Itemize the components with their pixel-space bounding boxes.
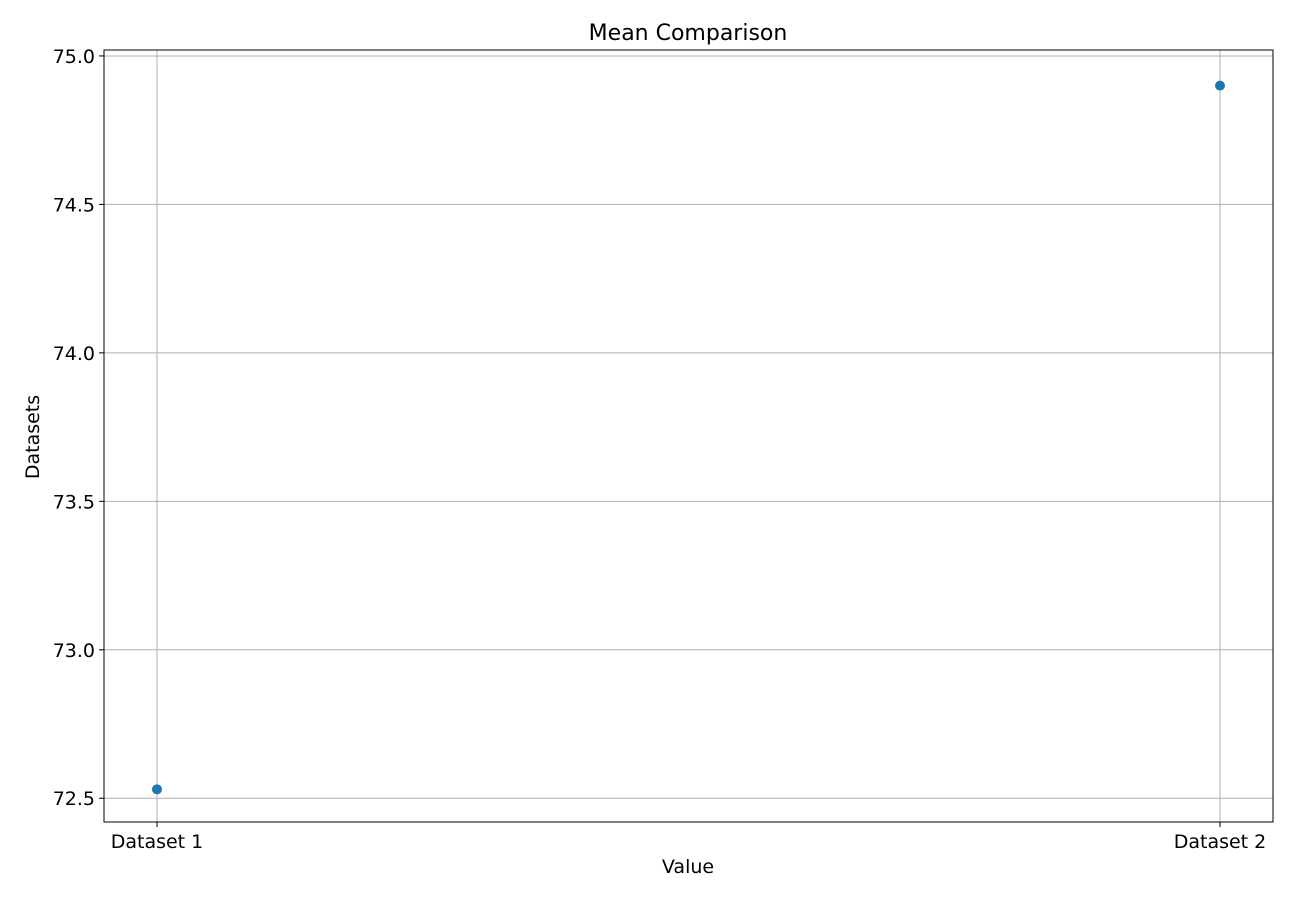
grid-layer — [104, 50, 1273, 822]
y-tick-label: 74.5 — [53, 194, 95, 216]
y-axis-label: Datasets — [22, 395, 44, 479]
x-tick-label: Dataset 2 — [1174, 831, 1267, 853]
data-point — [152, 784, 162, 795]
x-tick-label: Dataset 1 — [111, 831, 204, 853]
y-tick-label: 73.0 — [53, 640, 95, 662]
y-tick-label: 73.5 — [53, 491, 95, 513]
plot-frame — [103, 49, 1274, 823]
y-tick-label: 72.5 — [53, 788, 95, 810]
x-axis-label: Value — [662, 856, 714, 878]
tick-layer: 72.5 73.0 73.5 74.0 74.5 75.0 Dataset 1 Dataset… — [53, 46, 1267, 853]
data-point — [1215, 80, 1225, 91]
y-tick-label: 75.0 — [53, 46, 95, 68]
point-layer — [152, 80, 1225, 795]
chart-title: Mean Comparison — [589, 21, 788, 46]
y-tick-label: 74.0 — [53, 343, 95, 365]
